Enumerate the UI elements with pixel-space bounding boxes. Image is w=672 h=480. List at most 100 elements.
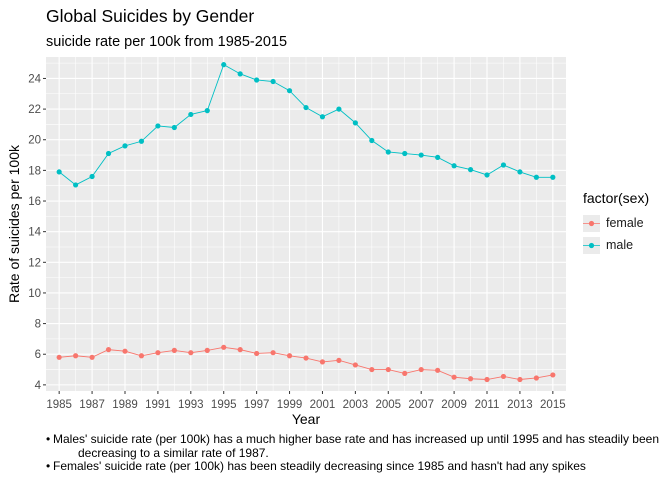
x-tick-label: 1999	[277, 399, 303, 411]
data-point-male	[451, 163, 457, 169]
x-tick-label: 1987	[79, 399, 105, 411]
data-point-female	[188, 350, 194, 356]
x-tick-label: 2007	[408, 399, 434, 411]
data-point-female	[237, 347, 243, 353]
x-tick-label: 1995	[211, 399, 237, 411]
data-point-male	[56, 169, 62, 175]
y-axis-label: Rate of suicides per 100k	[6, 144, 22, 303]
data-point-male	[138, 138, 145, 144]
x-tick-label: 1997	[244, 399, 270, 411]
data-point-female	[105, 347, 112, 353]
data-point-male	[188, 111, 194, 118]
data-point-female	[467, 376, 474, 382]
bullet-glyph: •	[46, 432, 51, 446]
chart-title: Global Suicides by Gender	[46, 6, 255, 26]
data-point-female	[204, 347, 210, 353]
y-tick-label: 22	[28, 104, 41, 116]
data-point-male	[73, 182, 79, 188]
data-point-female	[89, 354, 95, 360]
data-point-male	[484, 172, 490, 178]
y-tick-label: 8	[35, 319, 41, 331]
legend-item-male: male	[583, 234, 649, 256]
caption-note-males: • Males' suicide rate (per 100k) has a mu…	[46, 432, 662, 460]
data-point-male	[89, 173, 95, 180]
x-tick-label: 1991	[145, 399, 171, 411]
data-point-male	[221, 62, 227, 68]
y-tick-label: 24	[28, 73, 41, 85]
data-point-female	[435, 367, 441, 373]
data-point-female	[402, 370, 408, 376]
caption-note-text: Females' suicide rate (per 100k) has bee…	[53, 459, 586, 473]
legend-item-female: female	[583, 212, 649, 234]
y-tick-label: 14	[28, 227, 41, 239]
x-tick-label: 2003	[343, 399, 369, 411]
x-tick-label: 2013	[507, 399, 533, 411]
data-point-female	[73, 353, 79, 359]
data-point-male	[500, 162, 507, 168]
x-axis-label: Year	[292, 411, 321, 427]
legend-key-male	[583, 236, 600, 254]
legend-title: factor(sex)	[583, 190, 650, 206]
x-tick-label: 2005	[375, 399, 401, 411]
data-point-male	[237, 71, 243, 77]
data-point-female	[286, 353, 293, 359]
data-point-female	[270, 350, 276, 356]
bullet-glyph: •	[46, 459, 51, 473]
y-tick-label: 18	[28, 165, 41, 177]
line-chart: 4 6 8 10 12 14 16 18 20 22 24 1985 1987 1989 1991 1993…	[6, 57, 566, 427]
data-point-female	[303, 355, 309, 361]
data-point-female	[533, 375, 539, 381]
x-tick-label: 1993	[178, 399, 204, 411]
x-tick-label: 2001	[310, 399, 336, 411]
data-point-male	[122, 143, 128, 149]
caption-note-text: Males' suicide rate (per 100k) has a muc…	[53, 432, 659, 460]
data-point-female	[418, 366, 424, 373]
data-point-male	[204, 108, 210, 114]
y-tick-label: 4	[35, 380, 42, 392]
x-axis: 1985 1987 1989 1991 1993 1995 1997 1999 2001 2003…	[46, 391, 566, 411]
data-point-female	[221, 344, 227, 350]
legend-label-female: female	[606, 216, 644, 230]
grid-lines	[46, 57, 566, 391]
legend-key-female	[583, 214, 600, 232]
caption-note-females: • Females' suicide rate (per 100k) has be…	[46, 459, 662, 474]
y-tick-label: 16	[28, 196, 41, 208]
x-tick-label: 1989	[112, 399, 138, 411]
data-point-female	[484, 376, 490, 383]
data-point-male	[303, 104, 309, 111]
data-point-female	[336, 357, 342, 363]
data-point-female	[550, 372, 556, 378]
x-tick-label: 2009	[441, 399, 467, 411]
data-point-male	[385, 149, 391, 155]
data-point-male	[467, 167, 474, 173]
y-tick-label: 10	[28, 288, 41, 300]
chart-subtitle: suicide rate per 100k from 1985-2015	[46, 34, 288, 50]
data-point-female	[138, 353, 145, 359]
y-axis: 4 6 8 10 12 14 16 18 20 22 24	[28, 73, 46, 392]
legend-label-male: male	[606, 238, 634, 252]
data-point-female	[517, 376, 523, 383]
y-tick-label: 20	[28, 135, 41, 147]
data-point-female	[122, 348, 128, 354]
data-point-male	[319, 114, 326, 120]
data-point-female	[254, 350, 260, 357]
data-point-male	[418, 152, 424, 158]
data-point-male	[352, 120, 358, 126]
data-point-female	[500, 373, 507, 380]
data-point-female	[171, 347, 177, 353]
data-point-female	[352, 362, 358, 368]
data-point-female	[155, 350, 161, 356]
series-layer	[56, 62, 556, 383]
data-point-female	[385, 366, 391, 373]
data-point-male	[286, 88, 293, 94]
data-point-female	[319, 359, 326, 365]
y-tick-label: 6	[35, 349, 41, 361]
legend: factor(sex) female male	[583, 190, 649, 256]
data-point-female	[56, 354, 62, 360]
x-tick-label: 2011	[475, 399, 500, 411]
data-point-male	[270, 78, 276, 85]
data-point-female	[451, 374, 457, 380]
data-point-male	[435, 154, 441, 160]
data-point-female	[369, 366, 375, 373]
data-point-male	[533, 174, 539, 180]
